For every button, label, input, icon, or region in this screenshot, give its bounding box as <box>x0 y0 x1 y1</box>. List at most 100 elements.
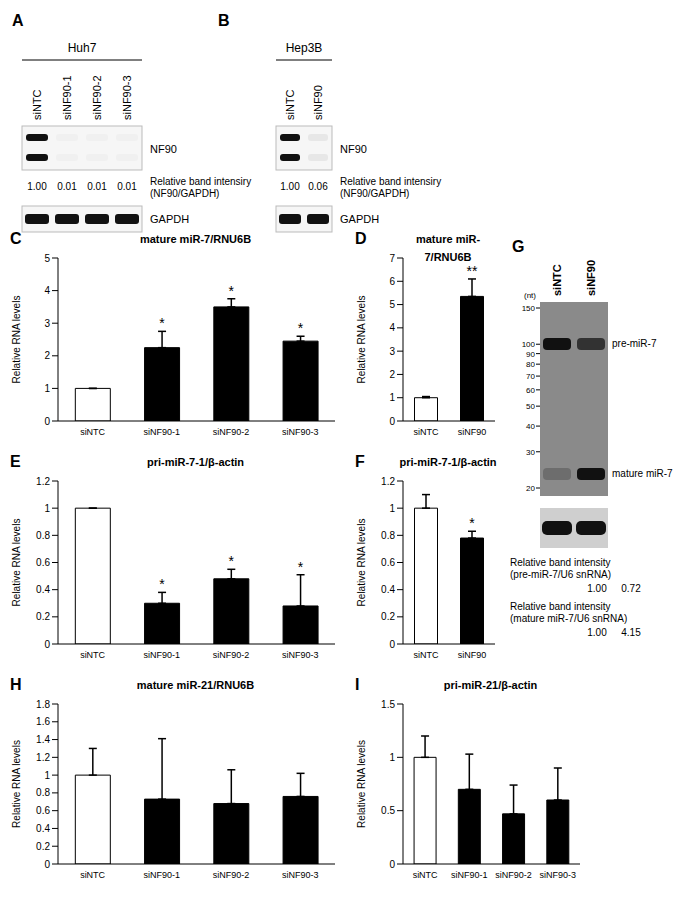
svg-text:**: ** <box>467 263 478 279</box>
svg-text:0: 0 <box>389 416 395 427</box>
svg-text:0.6: 0.6 <box>381 557 395 568</box>
svg-text:siNF90-2: siNF90-2 <box>213 870 250 880</box>
svg-text:0.06: 0.06 <box>308 181 328 192</box>
svg-text:A: A <box>12 12 24 29</box>
svg-text:siNF90-2: siNF90-2 <box>213 650 250 660</box>
svg-text:siNTC: siNTC <box>80 650 105 660</box>
svg-text:(NF90/GAPDH): (NF90/GAPDH) <box>340 188 409 199</box>
svg-text:Relative RNA levels: Relative RNA levels <box>11 740 22 828</box>
svg-text:1.8: 1.8 <box>36 699 50 710</box>
svg-text:siNTC: siNTC <box>414 650 439 660</box>
svg-text:1.4: 1.4 <box>36 734 50 745</box>
svg-text:40: 40 <box>526 422 535 431</box>
svg-text:0: 0 <box>44 859 50 870</box>
svg-text:Relative band intensiry: Relative band intensiry <box>340 176 441 187</box>
svg-text:*: * <box>159 315 165 331</box>
svg-text:siNF90-3: siNF90-3 <box>121 75 133 120</box>
svg-text:*: * <box>229 283 235 299</box>
svg-text:4: 4 <box>389 322 395 333</box>
svg-text:1: 1 <box>389 503 395 514</box>
svg-text:(mature miR-7/U6 snRNA): (mature miR-7/U6 snRNA) <box>510 613 627 624</box>
svg-text:siNF90-2: siNF90-2 <box>495 870 532 880</box>
svg-text:Relative RNA levels: Relative RNA levels <box>356 296 367 384</box>
svg-text:6: 6 <box>389 276 395 287</box>
svg-text:0.8: 0.8 <box>36 787 50 798</box>
svg-text:Relative RNA levels: Relative RNA levels <box>356 740 367 828</box>
svg-text:80: 80 <box>526 360 535 369</box>
svg-text:siNF90-1: siNF90-1 <box>451 870 488 880</box>
svg-text:1: 1 <box>44 770 50 781</box>
svg-text:0.2: 0.2 <box>381 611 395 622</box>
svg-text:siNF90-1: siNF90-1 <box>144 650 181 660</box>
svg-text:Relative RNA levels: Relative RNA levels <box>356 519 367 607</box>
svg-text:0.72: 0.72 <box>621 583 641 594</box>
svg-text:*: * <box>298 320 304 336</box>
svg-text:0: 0 <box>389 639 395 650</box>
svg-text:siNTC: siNTC <box>284 89 296 120</box>
svg-text:50: 50 <box>526 402 535 411</box>
svg-text:60: 60 <box>526 386 535 395</box>
svg-text:siNF90-3: siNF90-3 <box>282 870 319 880</box>
svg-text:Huh7: Huh7 <box>68 41 97 55</box>
svg-text:Relative RNA levels: Relative RNA levels <box>11 296 22 384</box>
svg-text:siNF90-3: siNF90-3 <box>282 427 319 437</box>
svg-text:0.01: 0.01 <box>117 181 137 192</box>
svg-text:0.4: 0.4 <box>381 584 395 595</box>
svg-text:0.2: 0.2 <box>36 841 50 852</box>
svg-text:150: 150 <box>522 304 536 313</box>
svg-text:siNTC: siNTC <box>80 870 105 880</box>
svg-text:7: 7 <box>389 253 395 264</box>
svg-text:siNTC: siNTC <box>80 427 105 437</box>
svg-text:0.6: 0.6 <box>36 805 50 816</box>
svg-text:B: B <box>218 12 230 29</box>
svg-text:70: 70 <box>526 372 535 381</box>
svg-text:0.6: 0.6 <box>36 557 50 568</box>
svg-text:1.00: 1.00 <box>280 181 300 192</box>
svg-text:1.5: 1.5 <box>381 699 395 710</box>
svg-text:0.8: 0.8 <box>36 530 50 541</box>
svg-text:90: 90 <box>526 350 535 359</box>
svg-text:0: 0 <box>44 416 50 427</box>
svg-text:*: * <box>469 515 475 531</box>
svg-text:5: 5 <box>389 299 395 310</box>
svg-text:G: G <box>512 238 524 255</box>
svg-text:NF90: NF90 <box>150 143 177 155</box>
svg-text:1.2: 1.2 <box>36 752 50 763</box>
svg-text:siNTC: siNTC <box>551 264 563 296</box>
svg-text:siNTC: siNTC <box>31 89 43 120</box>
svg-text:0.5: 0.5 <box>381 805 395 816</box>
svg-text:0.01: 0.01 <box>57 181 77 192</box>
svg-text:1.6: 1.6 <box>36 716 50 727</box>
svg-text:siNTC: siNTC <box>413 870 438 880</box>
svg-text:Hep3B: Hep3B <box>286 41 323 55</box>
svg-text:1: 1 <box>389 752 395 763</box>
svg-text:siNF90-3: siNF90-3 <box>282 650 319 660</box>
svg-text:0.4: 0.4 <box>36 584 50 595</box>
svg-text:*: * <box>298 559 304 575</box>
svg-text:siNF90-1: siNF90-1 <box>144 870 181 880</box>
svg-text:1.00: 1.00 <box>587 627 607 638</box>
svg-text:3: 3 <box>389 346 395 357</box>
svg-text:1: 1 <box>389 392 395 403</box>
svg-text:*: * <box>159 576 165 592</box>
svg-text:(NF90/GAPDH): (NF90/GAPDH) <box>150 188 219 199</box>
svg-text:1.2: 1.2 <box>381 476 395 487</box>
svg-text:siNF90: siNF90 <box>458 427 487 437</box>
svg-text:1: 1 <box>44 503 50 514</box>
svg-text:siNF90-2: siNF90-2 <box>213 427 250 437</box>
svg-text:100: 100 <box>522 340 536 349</box>
svg-text:Relative band intensity: Relative band intensity <box>510 601 611 612</box>
svg-text:siNF90-3: siNF90-3 <box>540 870 577 880</box>
svg-text:pre-miR-7: pre-miR-7 <box>612 338 657 349</box>
svg-text:0.4: 0.4 <box>36 823 50 834</box>
svg-text:20: 20 <box>526 484 535 493</box>
svg-text:siNF90: siNF90 <box>312 85 324 120</box>
svg-text:siNF90-2: siNF90-2 <box>91 75 103 120</box>
svg-text:mature miR-7: mature miR-7 <box>612 468 673 479</box>
svg-text:1.00: 1.00 <box>27 181 47 192</box>
svg-text:*: * <box>229 553 235 569</box>
svg-text:0.8: 0.8 <box>381 530 395 541</box>
svg-text:0: 0 <box>44 639 50 650</box>
svg-text:1.2: 1.2 <box>36 476 50 487</box>
svg-text:siNTC: siNTC <box>414 427 439 437</box>
